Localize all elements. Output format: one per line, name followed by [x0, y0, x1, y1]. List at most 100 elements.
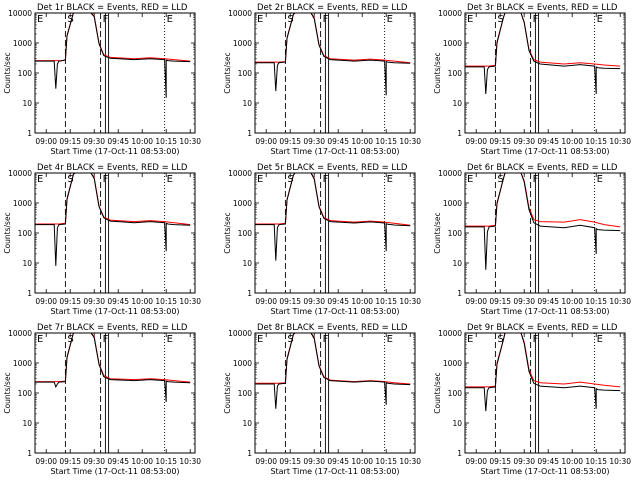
- x-tick-label: 09:15: [59, 137, 81, 146]
- y-tick-label: 10: [452, 99, 462, 108]
- y-tick-label: 10000: [438, 329, 462, 338]
- y-tick-label: 1000: [443, 39, 462, 48]
- x-tick-label: 10:00: [131, 457, 153, 466]
- y-tick-label: 1000: [443, 359, 462, 368]
- y-tick-label: 1: [457, 289, 462, 298]
- x-tick-label: 10:30: [609, 297, 631, 306]
- x-tick-label: 09:45: [107, 297, 129, 306]
- y-tick-label: 100: [238, 69, 253, 78]
- y-tick-label: 1: [27, 449, 32, 458]
- y-axis-label: Counts/sec: [3, 372, 12, 413]
- y-tick-label: 1000: [13, 359, 32, 368]
- event-marker-label: E: [167, 174, 173, 185]
- events-series-line: [35, 173, 191, 266]
- y-tick-label: 10000: [438, 9, 462, 18]
- y-axis-label: Counts/sec: [3, 52, 12, 93]
- x-tick-label: 09:15: [489, 457, 511, 466]
- y-tick-label: 1: [457, 129, 462, 138]
- y-tick-label: 100: [448, 69, 463, 78]
- x-tick-label: 09:15: [59, 297, 81, 306]
- event-marker-label: E: [37, 334, 43, 345]
- x-tick-label: 09:15: [489, 137, 511, 146]
- x-tick-label: 10:00: [131, 137, 153, 146]
- y-tick-label: 100: [18, 389, 33, 398]
- x-tick-label: 09:45: [537, 137, 559, 146]
- x-tick-label: 09:45: [107, 137, 129, 146]
- y-tick-label: 1000: [443, 199, 462, 208]
- x-tick-label: 09:00: [465, 137, 487, 146]
- y-tick-label: 10: [22, 99, 32, 108]
- detector-panel: Det 8r BLACK = Events, RED = LLD 1 10 100 10…: [223, 323, 421, 476]
- event-marker-label: S: [497, 334, 503, 345]
- detector-panel: Det 1r BLACK = Events, RED = LLD 1 10 100 10…: [3, 3, 201, 156]
- y-tick-label: 100: [448, 389, 463, 398]
- events-series-line: [35, 333, 191, 403]
- event-marker-label: E: [167, 334, 173, 345]
- x-tick-label: 10:30: [179, 137, 201, 146]
- x-axis-label: Start Time (17-Oct-11 08:53:00): [50, 467, 179, 476]
- x-axis-label: Start Time (17-Oct-11 08:53:00): [480, 307, 609, 316]
- event-marker-label: E: [387, 14, 393, 25]
- x-axis-label: Start Time (17-Oct-11 08:53:00): [270, 307, 399, 316]
- plot-frame: [464, 172, 626, 294]
- y-tick-label: 10: [22, 419, 32, 428]
- x-tick-label: 09:15: [489, 297, 511, 306]
- y-axis-label: Counts/sec: [223, 212, 232, 253]
- y-axis-label: Counts/sec: [433, 52, 442, 93]
- plot-frame: [254, 332, 416, 454]
- events-series-line: [255, 173, 411, 261]
- event-marker-label: E: [597, 334, 603, 345]
- panel-title: Det 9r BLACK = Events, RED = LLD: [467, 323, 618, 333]
- y-axis-label: Counts/sec: [223, 372, 232, 413]
- plot-frame: [34, 12, 196, 134]
- x-tick-label: 09:00: [255, 457, 277, 466]
- plot-frame: [34, 332, 196, 454]
- event-marker-label: E: [37, 174, 43, 185]
- x-tick-label: 10:00: [561, 457, 583, 466]
- x-tick-label: 09:45: [327, 297, 349, 306]
- detector-panel: Det 4r BLACK = Events, RED = LLD 1 10 100 10…: [3, 163, 201, 316]
- x-tick-label: 09:15: [279, 457, 301, 466]
- event-marker-label: E: [167, 14, 173, 25]
- event-marker-label: S: [497, 14, 503, 25]
- x-tick-label: 10:15: [155, 137, 177, 146]
- x-tick-label: 09:30: [513, 137, 535, 146]
- x-tick-label: 09:45: [107, 457, 129, 466]
- x-tick-label: 09:30: [513, 297, 535, 306]
- events-series-line: [465, 13, 621, 95]
- x-tick-label: 10:15: [375, 457, 397, 466]
- y-tick-label: 100: [18, 69, 33, 78]
- x-tick-label: 10:00: [131, 297, 153, 306]
- event-marker-label: S: [287, 14, 293, 25]
- events-series-line: [35, 13, 191, 98]
- detector-panel: Det 5r BLACK = Events, RED = LLD 1 10 100 10…: [223, 163, 421, 316]
- y-tick-label: 1: [457, 449, 462, 458]
- x-tick-label: 10:30: [399, 297, 421, 306]
- x-axis-label: Start Time (17-Oct-11 08:53:00): [50, 307, 179, 316]
- x-axis-label: Start Time (17-Oct-11 08:53:00): [50, 147, 179, 156]
- event-marker-label: S: [497, 174, 503, 185]
- x-tick-label: 09:00: [465, 297, 487, 306]
- x-tick-label: 10:15: [585, 137, 607, 146]
- event-marker-label: E: [257, 14, 263, 25]
- y-tick-label: 1000: [13, 199, 32, 208]
- event-marker-label: E: [597, 14, 603, 25]
- x-tick-label: 09:30: [303, 137, 325, 146]
- events-series-line: [255, 13, 411, 96]
- x-tick-label: 09:45: [537, 297, 559, 306]
- panel-title: Det 5r BLACK = Events, RED = LLD: [257, 163, 408, 173]
- x-tick-label: 10:00: [561, 137, 583, 146]
- y-tick-label: 10: [242, 99, 252, 108]
- y-tick-label: 10: [452, 419, 462, 428]
- x-tick-label: 10:00: [351, 457, 373, 466]
- x-tick-label: 10:30: [179, 457, 201, 466]
- event-marker-label: E: [467, 14, 473, 25]
- panel-title: Det 6r BLACK = Events, RED = LLD: [467, 163, 618, 173]
- event-marker-label: S: [287, 334, 293, 345]
- y-tick-label: 10000: [8, 9, 32, 18]
- x-tick-label: 09:00: [35, 457, 57, 466]
- y-tick-label: 10: [242, 419, 252, 428]
- event-marker-label: E: [257, 174, 263, 185]
- x-tick-label: 09:00: [255, 137, 277, 146]
- y-tick-label: 10000: [8, 329, 32, 338]
